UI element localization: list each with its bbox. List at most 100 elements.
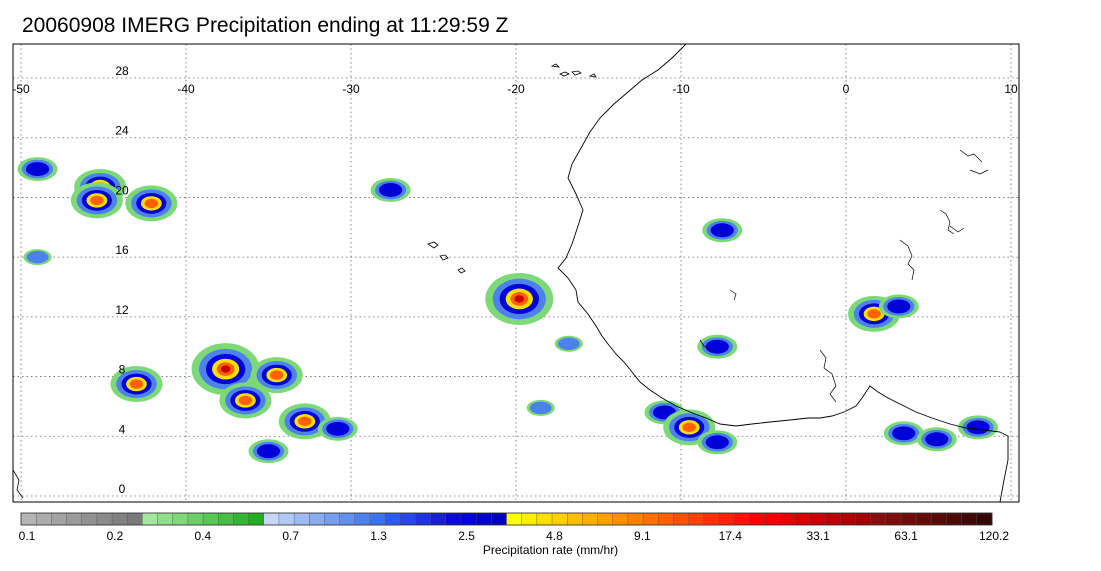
colorbar-swatch [142, 512, 159, 526]
precip-cell [526, 399, 555, 416]
precip-contour-2 [25, 162, 50, 177]
lat-tick-label: 12 [115, 303, 129, 317]
colorbar-swatch [718, 512, 735, 526]
colorbar-swatch [81, 512, 98, 526]
colorbar-tick-label: 0.2 [107, 529, 124, 543]
precip-contour-2 [966, 420, 990, 435]
coastline [13, 44, 1009, 502]
inland-water-3 [819, 349, 837, 403]
colorbar-swatch [749, 512, 765, 526]
precip-cell [958, 415, 998, 440]
precip-cell [110, 366, 163, 403]
precip-cell [702, 218, 743, 243]
precip-cell [485, 272, 554, 325]
lat-tick-label: 0 [119, 482, 126, 496]
colorbar-swatch [187, 512, 204, 526]
colorbar-tick-label: 4.8 [546, 529, 563, 543]
colorbar-swatch [233, 512, 250, 526]
colorbar-swatch [172, 512, 189, 526]
colorbar-swatch [582, 512, 599, 526]
colorbar-swatch [263, 512, 280, 526]
colorbar-swatch [673, 512, 690, 526]
colorbar-swatch [566, 512, 583, 526]
precip-contour-4 [90, 195, 104, 206]
colorbar-swatch [66, 512, 83, 526]
colorbar-swatch [460, 512, 477, 526]
colorbar-swatch [809, 512, 826, 526]
lon-tick-label: -40 [177, 82, 195, 96]
colorbar-swatch [900, 512, 917, 526]
precip-contour-5 [514, 295, 525, 303]
precip-cell [697, 334, 738, 359]
colorbar-swatch [885, 512, 902, 526]
colorbar-swatch [111, 512, 128, 526]
colorbar-swatch [764, 512, 781, 526]
colorbar-tick-label: 63.1 [894, 529, 918, 543]
colorbar-swatch [961, 512, 978, 526]
precip-contour-2 [379, 183, 403, 197]
lon-tick-label: -50 [12, 82, 30, 96]
lat-tick-label: 20 [115, 183, 129, 197]
precipitation-field [17, 157, 998, 464]
precip-contour-4 [238, 395, 253, 406]
colorbar-tick-label: 1.3 [370, 529, 387, 543]
precip-cell [916, 427, 957, 452]
colorbar-swatch [96, 512, 113, 526]
colorbar-swatch [218, 512, 234, 526]
colorbar-swatch [354, 512, 371, 526]
colorbar-tick-label: 33.1 [807, 529, 831, 543]
lat-tick-label: 8 [119, 363, 126, 377]
colorbar-swatch [506, 512, 523, 526]
colorbar-swatch [931, 512, 947, 526]
lon-tick-label: -20 [507, 82, 525, 96]
colorbar: 0.1 0.2 0.4 0.7 1.3 2.5 4.8 9.1 17.4 33.1 63.1 120.… [19, 512, 1009, 543]
cape-verde-island [427, 241, 439, 249]
colorbar-swatch [703, 512, 720, 526]
lat-tick-label: 28 [115, 64, 129, 78]
colorbar-swatch [339, 512, 356, 526]
colorbar-swatch [248, 512, 265, 526]
precip-cell [125, 185, 178, 222]
precip-cell [17, 157, 58, 182]
colorbar-frame [20, 512, 993, 526]
precip-cell [883, 421, 924, 446]
colorbar-swatch [658, 512, 674, 526]
colorbar-swatch [400, 512, 416, 526]
graticule [13, 44, 1019, 502]
colorbar-swatch [309, 512, 325, 526]
colorbar-swatch [415, 512, 432, 526]
map-frame [12, 43, 1020, 503]
colorbar-swatch [688, 512, 705, 526]
colorbar-swatch [915, 512, 932, 526]
colorbar-tick-label: 120.2 [979, 529, 1009, 543]
precip-contour-4 [298, 416, 312, 427]
precip-contour-1 [557, 337, 580, 350]
precip-cell [370, 177, 411, 202]
lon-tick-label: -10 [672, 82, 690, 96]
colorbar-swatch [946, 512, 963, 526]
precip-contour-2 [705, 339, 729, 354]
lat-tick-label: 16 [115, 243, 129, 257]
precip-cell [278, 403, 331, 440]
precip-contour-4 [269, 370, 284, 380]
colorbar-swatch [870, 512, 887, 526]
precip-contour-5 [220, 365, 231, 373]
colorbar-swatch [278, 512, 295, 526]
inland-water-2 [899, 239, 915, 281]
colorbar-swatch [491, 512, 508, 526]
precip-contour-2 [925, 432, 949, 447]
precip-contour-1 [529, 401, 552, 415]
lat-tick-label: 4 [119, 422, 126, 436]
lat-tick-label: 24 [115, 124, 129, 138]
precip-contour-4 [129, 379, 144, 389]
colorbar-tick-label: 9.1 [634, 529, 651, 543]
colorbar-swatch [612, 512, 629, 526]
precip-contour-4 [867, 309, 881, 319]
map-title: 20060908 IMERG Precipitation ending at 1… [22, 14, 509, 37]
precip-cell [317, 416, 358, 441]
precip-contour-2 [887, 299, 911, 314]
precip-cell [878, 294, 919, 319]
colorbar-swatch [733, 512, 750, 526]
colorbar-swatch [824, 512, 841, 526]
colorbar-swatch [35, 512, 52, 526]
